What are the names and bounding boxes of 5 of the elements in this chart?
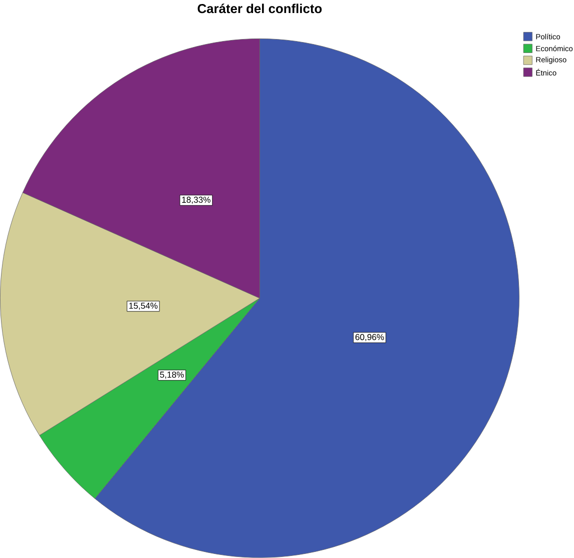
- data-label: 18,33%: [182, 196, 210, 204]
- data-label: 15,54%: [129, 302, 158, 310]
- data-label: 60,96%: [355, 334, 384, 342]
- data-label: 5,18%: [160, 372, 184, 379]
- chart-title: Caráter del conflicto: [198, 4, 322, 14]
